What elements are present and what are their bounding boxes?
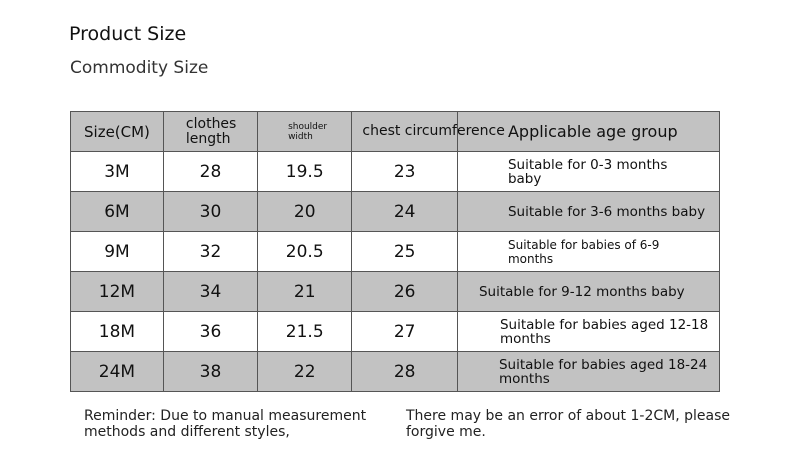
shoulder-cell: 20 bbox=[257, 191, 353, 232]
length-cell: 30 bbox=[162, 191, 259, 232]
chest-cell: 24 bbox=[351, 191, 458, 232]
age-text: Suitable for 9-12 months baby bbox=[478, 283, 685, 300]
age-text: Suitable for babies aged 12-18 months bbox=[499, 316, 709, 347]
shoulder-cell: 22 bbox=[257, 351, 353, 392]
chest-cell: 25 bbox=[351, 231, 458, 272]
shoulder-cell: 21.5 bbox=[257, 311, 353, 352]
size-cell: 6M bbox=[70, 191, 164, 232]
error-note: There may be an error of about 1-2CM, pl… bbox=[406, 408, 730, 440]
table-row: 6M 30 20 24 Suitable for 3-6 months baby bbox=[70, 191, 721, 232]
age-text: Suitable for babies aged 18-24 months bbox=[498, 356, 708, 387]
header-cell: shoulder width bbox=[257, 111, 353, 152]
length-cell: 36 bbox=[162, 311, 259, 352]
size-cell: 12M bbox=[70, 271, 164, 312]
age-cell: Suitable for babies aged 12-18 months bbox=[456, 311, 721, 352]
age-cell: Suitable for 9-12 months baby bbox=[456, 271, 721, 312]
shoulder-cell: 21 bbox=[257, 271, 353, 312]
table-header: Size(CM) clothes length shoulder width c… bbox=[70, 111, 721, 152]
size-cell: 24M bbox=[70, 351, 164, 392]
size-table: Size(CM) clothes length shoulder width c… bbox=[70, 111, 721, 392]
age-text: Suitable for 3-6 months baby bbox=[507, 203, 706, 220]
table-row: 12M 34 21 26 Suitable for 9-12 months baby bbox=[70, 271, 721, 312]
size-cell: 9M bbox=[70, 231, 164, 272]
header-cell: clothes length bbox=[162, 111, 259, 152]
header-cell: Size(CM) bbox=[70, 111, 164, 152]
size-cell: 3M bbox=[70, 151, 164, 192]
age-cell: Suitable for 3-6 months baby bbox=[456, 191, 721, 232]
age-text: Suitable for 0-3 months baby bbox=[507, 156, 668, 187]
header-cell: chest circumference bbox=[351, 111, 505, 152]
shoulder-cell: 19.5 bbox=[257, 151, 353, 192]
table-row: 24M 38 22 28 Suitable for babies aged 18-24 … bbox=[70, 351, 721, 392]
length-cell: 32 bbox=[162, 231, 259, 272]
length-cell: 28 bbox=[162, 151, 259, 192]
chest-cell: 26 bbox=[351, 271, 458, 312]
page-title: Product Size bbox=[69, 23, 187, 45]
header-cell: Applicable age group bbox=[456, 111, 721, 152]
chest-cell: 23 bbox=[351, 151, 458, 192]
size-cell: 18M bbox=[70, 311, 164, 352]
length-cell: 34 bbox=[162, 271, 259, 312]
chest-cell: 27 bbox=[351, 311, 458, 352]
table-row: 18M 36 21.5 27 Suitable for babies aged 12-1… bbox=[70, 311, 721, 352]
age-cell: Suitable for 0-3 months baby bbox=[456, 151, 721, 192]
table-row: 3M 28 19.5 23 Suitable for 0-3 months baby bbox=[70, 151, 721, 192]
reminder-note: Reminder: Due to manual measurement meth… bbox=[84, 408, 367, 440]
age-cell: Suitable for babies aged 18-24 months bbox=[456, 351, 721, 392]
shoulder-cell: 20.5 bbox=[257, 231, 353, 272]
length-cell: 38 bbox=[162, 351, 259, 392]
page-subtitle: Commodity Size bbox=[70, 58, 209, 78]
age-cell: Suitable for babies of 6-9 months bbox=[456, 231, 721, 272]
age-text: Suitable for babies of 6-9 months bbox=[507, 237, 660, 266]
table-row: 9M 32 20.5 25 Suitable for babies of 6-9 mon… bbox=[70, 231, 721, 272]
chest-cell: 28 bbox=[351, 351, 458, 392]
